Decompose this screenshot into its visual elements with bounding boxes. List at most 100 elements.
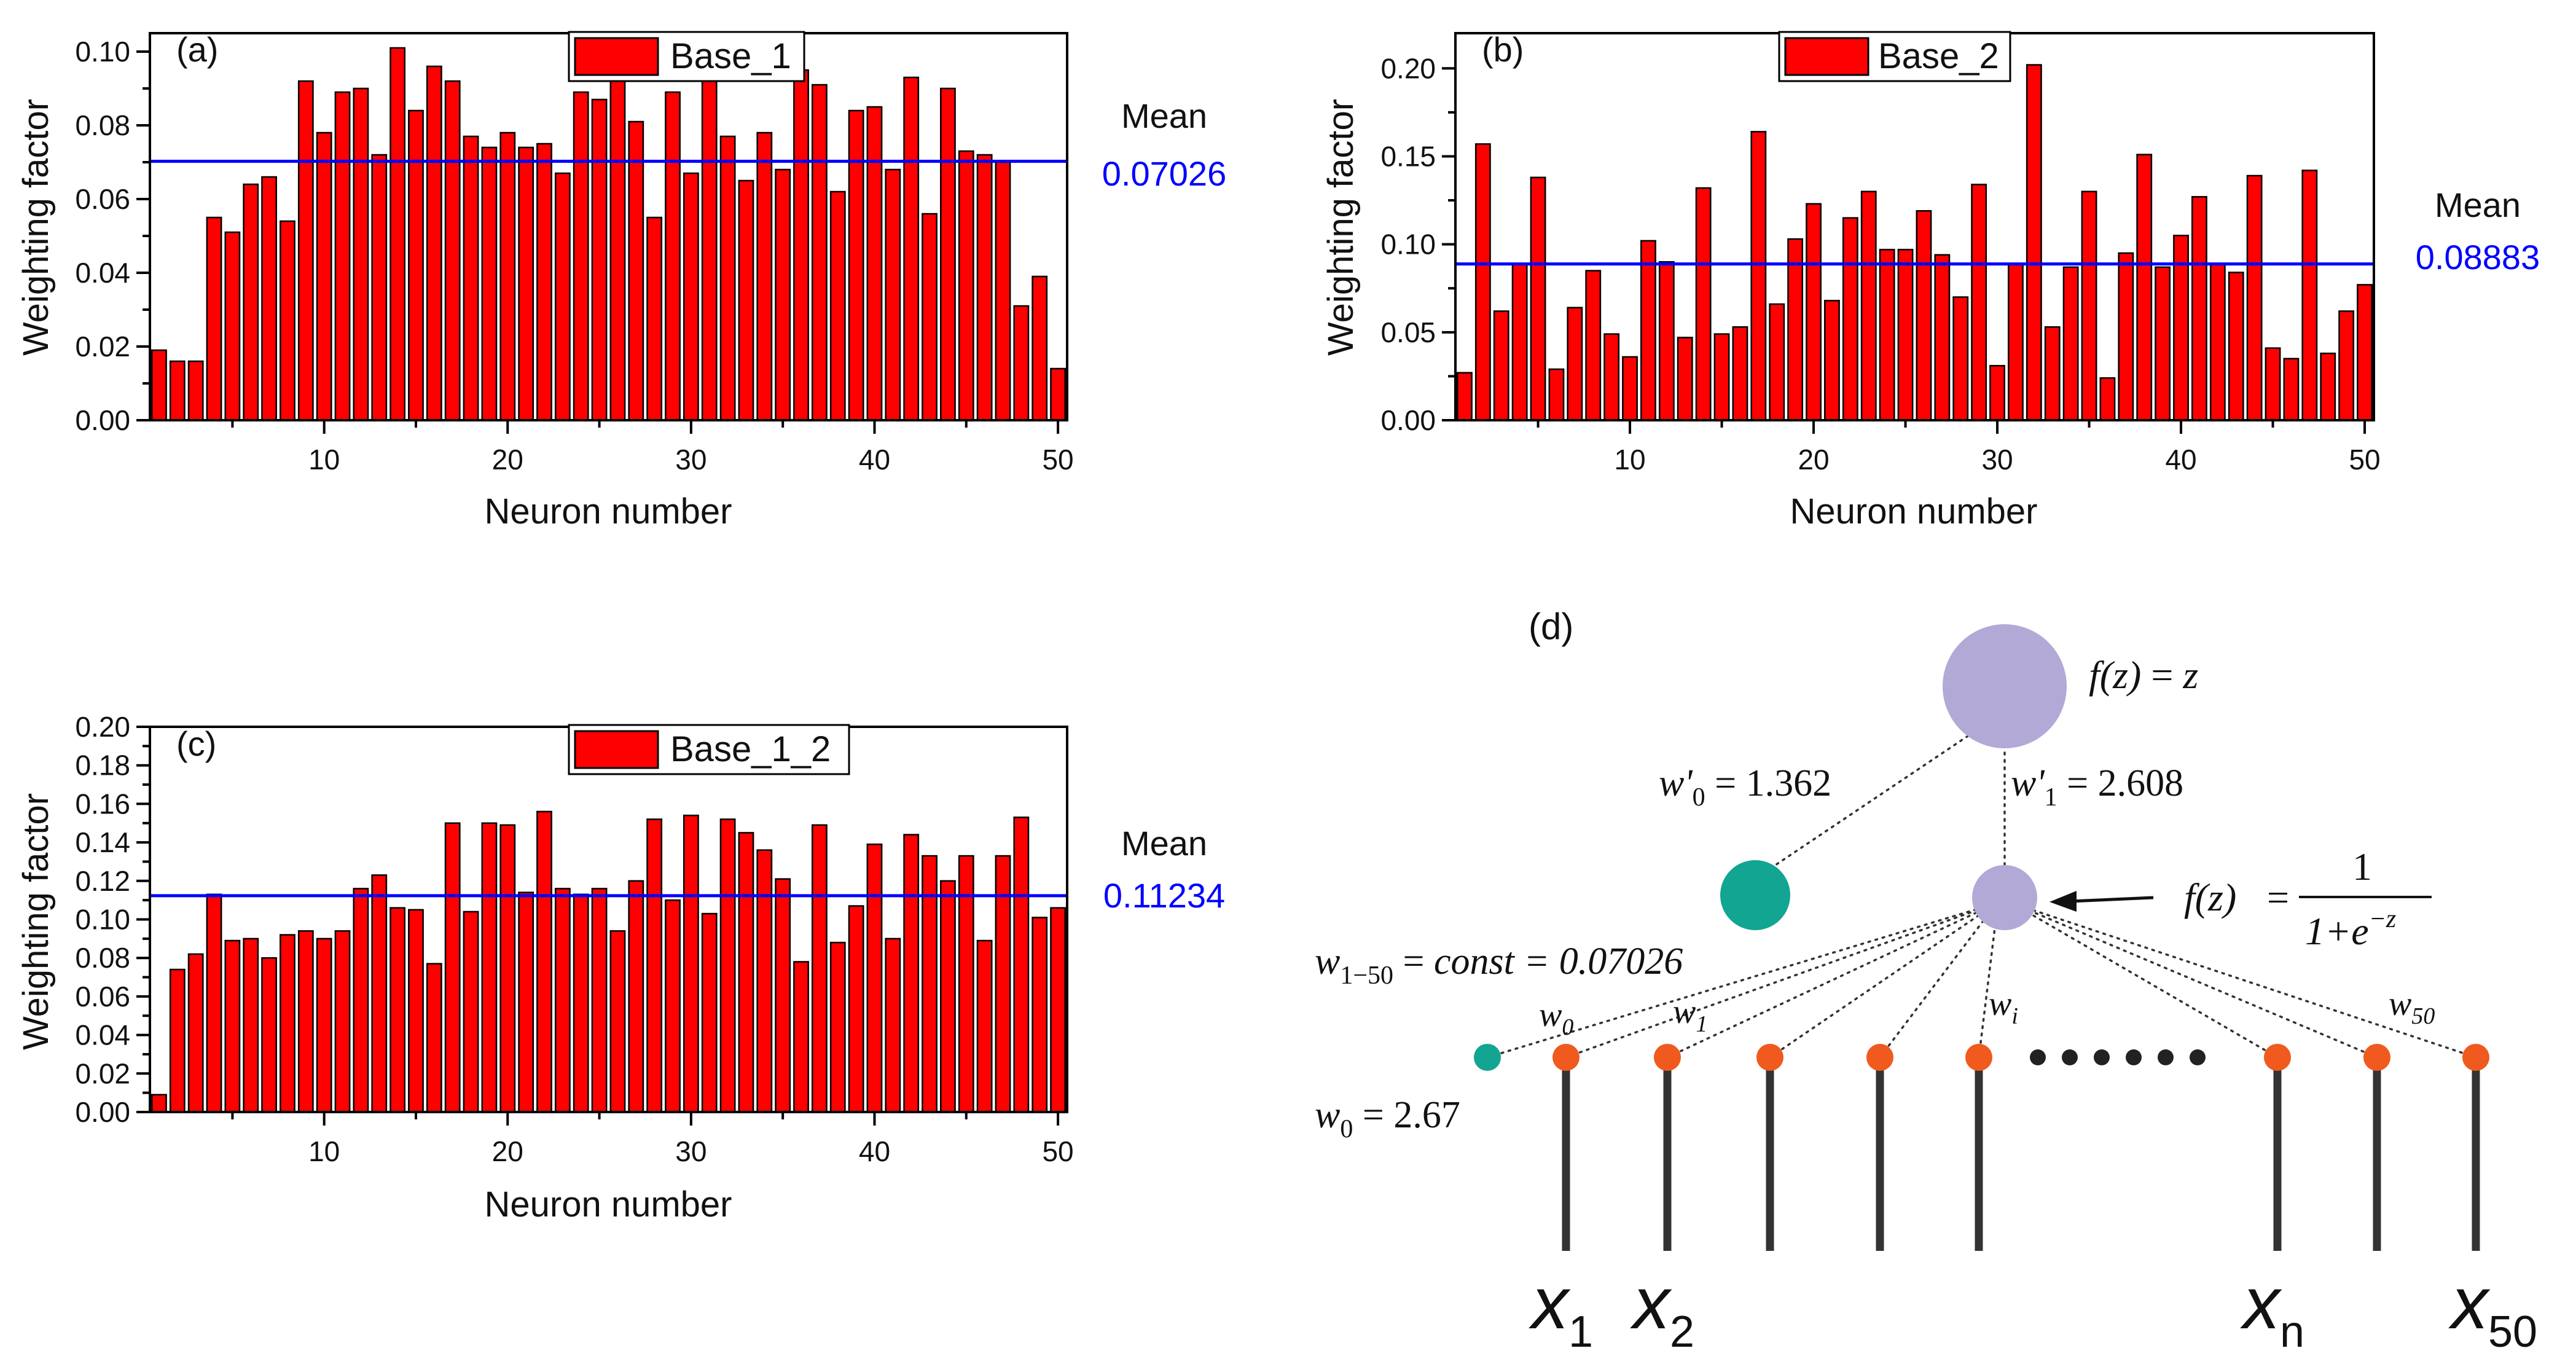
y-tick-label: 0.10 [75,904,130,936]
bar [169,360,186,421]
bar [1050,367,1066,421]
bar [1934,254,1951,421]
bar [536,143,552,421]
panel-d-network-diagram: (d) [1315,606,2537,1357]
y-tick-label: 0.16 [75,788,130,820]
x-tick-label: 20 [492,444,523,476]
bar [2008,262,2024,421]
bar [1952,296,1969,421]
bias-weight-subscript: 0 [1340,1115,1353,1143]
bar [1530,176,1546,421]
x-tick-label: 10 [308,1135,340,1167]
arrow-shaft [2070,896,2154,903]
bar [719,818,736,1113]
bar [206,216,222,421]
bar [646,818,663,1113]
bar [1879,248,1895,421]
bar [243,183,259,421]
y-tick-label: 0.15 [1380,140,1436,172]
input-node-5 [1965,1044,1992,1071]
connection-x1-to-hidden [1565,902,1998,1059]
bar [1640,240,1656,421]
panel-c-ylabel: Weighting factor [16,793,56,1050]
y-tick-label: 0.06 [75,981,130,1013]
bar [701,912,718,1113]
bar [187,360,204,421]
ellipsis-dot [2158,1049,2174,1065]
input-node-4 [1866,1044,1893,1071]
bar [463,911,479,1113]
bar [1860,190,1877,421]
output-activation-rhs: z [2182,653,2198,697]
bar [609,930,626,1113]
panel-a-mean-title: Mean [1121,96,1207,135]
bar [829,190,846,421]
input-bias-node [1474,1044,1501,1071]
x-tick-label: 50 [2349,444,2380,476]
bar [334,91,351,421]
bar [976,154,993,421]
bar [866,106,883,421]
w-prime-0-symbol: w' [1659,762,1693,804]
constant-weights-symbol: w [1315,941,1340,982]
output-activation-formula: f(z) = z [2089,653,2198,697]
x-tick-label: 20 [492,1135,523,1167]
equals-sign: = [2057,762,2098,804]
bar [646,216,663,421]
bar [1897,248,1914,421]
panel-b-label: (b) [1482,30,1524,69]
bar [683,814,699,1113]
bar [353,888,369,1113]
bar [609,72,626,421]
bar [885,168,901,421]
panel-a-legend: Base_1 [568,31,805,82]
input-node-3 [1756,1044,1783,1071]
sigmoid-pointer-arrow [2049,891,2154,912]
panel-c-bars [151,810,1066,1113]
sigmoid-denominator-base: 1+e [2305,909,2369,953]
connection-x49-to-hidden [2011,902,2378,1059]
bar [738,832,754,1113]
bar [1603,333,1620,421]
x-tick-label: 30 [675,1135,707,1167]
bar [958,150,974,421]
bar [1474,143,1491,421]
sigmoid-denominator-exponent: −z [2369,905,2397,933]
panel-a-bars [151,47,1066,421]
ellipsis-dots [2030,1049,2206,1065]
bar [280,220,296,421]
input-node-49 [2363,1044,2390,1071]
bar [976,939,993,1113]
y-tick-label: 0.10 [1380,229,1436,260]
connection-bias-input-to-hidden [1486,902,1998,1059]
panel-a-legend-label: Base_1 [670,36,791,76]
bar [444,822,461,1113]
bar [1750,131,1767,421]
panel-c-x-ticks: 10 20 30 40 50 [231,1112,1074,1167]
hidden-sigmoid-node [1972,865,2037,930]
bar [390,47,406,421]
w-prime-1-label: w'1 = 2.608 [2011,762,2183,812]
ellipsis-dot [2190,1049,2206,1065]
bar [628,880,644,1113]
y-tick-label: 0.10 [75,36,130,68]
bar [1769,303,1785,421]
equals-sign: = [2267,875,2289,919]
connection-x4-to-hidden [1879,902,1998,1059]
bar [2136,154,2153,421]
bar [940,880,956,1113]
bar [151,1094,167,1113]
w-prime-0-label: w'0 = 1.362 [1659,762,1831,812]
panel-a-y-ticks: 0.00 0.02 0.04 0.06 0.08 0.10 [75,36,150,436]
x-tick-label: 40 [859,1135,890,1167]
bar [2118,252,2134,421]
bar [353,87,369,421]
bar [2338,310,2355,421]
x-tick-label: 50 [1042,444,1073,476]
input-nodes [1552,1044,2489,1071]
bar [2062,266,2079,421]
panel-c-legend-label: Base_1_2 [670,729,831,769]
bar [426,65,442,421]
bar [1806,203,1822,421]
ellipsis-dot [2062,1049,2078,1065]
